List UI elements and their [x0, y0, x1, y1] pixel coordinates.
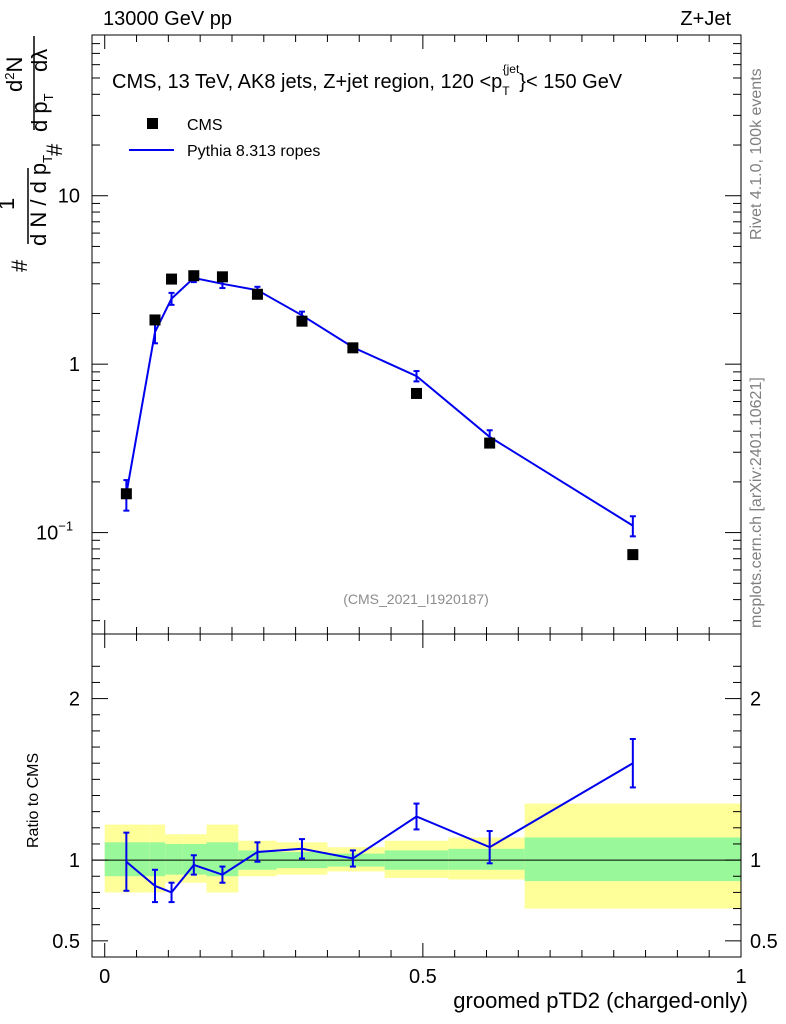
main-y-tick-label-1: 1 [69, 354, 80, 376]
cms-point [166, 273, 178, 285]
ylabel-d2N: d2N [2, 57, 27, 92]
ratio-plot [123, 737, 636, 904]
cms-point [120, 488, 132, 500]
legend-label-cms: CMS [187, 117, 223, 134]
ylabel-dp-sub: T [41, 93, 56, 101]
ylabel-dlam: dλ [27, 49, 52, 72]
mcplots-label: mcplots.cern.ch [arXiv:2401.10621] [748, 377, 765, 628]
analysis-watermark: (CMS_2021_I1920187) [343, 591, 489, 607]
ylabel-dp: d pT [27, 93, 56, 132]
header-left: 13000 GeV pp [103, 8, 232, 30]
plot-title-sup: {jet [503, 62, 520, 76]
cms-point [347, 342, 359, 354]
ylabel-one: 1 [0, 198, 19, 210]
ratio-band-green-1 [149, 842, 166, 877]
x-axis-label: groomed pTD2 (charged-only) [453, 988, 748, 1013]
cms-point [188, 270, 200, 282]
ratio-y-tick-label-left-2: 2 [69, 689, 80, 711]
ratio-ylabel: Ratio to CMS [25, 753, 42, 848]
plot-title: CMS, 13 TeV, AK8 jets, Z+jet region, 120… [112, 62, 623, 98]
ylabel-d2N-N: N [2, 57, 27, 73]
cms-point [484, 437, 496, 449]
pythia-line [125, 276, 634, 527]
ylabel-d2N-d: d [2, 80, 27, 92]
cms-point [216, 271, 228, 283]
ratio-bands [104, 803, 741, 909]
legend-marker-cms [147, 118, 158, 129]
ratio-y-tick-label-right-0: 0.5 [750, 931, 778, 953]
main-plot [120, 270, 639, 561]
ratio-y-tick-label-right-2: 2 [750, 689, 761, 711]
main-y-tick-label-0: 10−1 [36, 519, 73, 545]
cms-point [296, 315, 308, 327]
ratio-y-tick-label-right-1: 1 [750, 850, 761, 872]
ylabel-dN-main: d N / d p [26, 163, 51, 246]
cms-point [149, 314, 161, 326]
rivet-label: Rivet 4.1.0, 100k events [748, 68, 765, 240]
ylabel-hash2: # [42, 143, 67, 156]
x-tick-label-2: 1 [735, 966, 746, 988]
cms-point [411, 387, 422, 399]
ylabel-dN-sub: T [40, 155, 55, 163]
main-ylabel: # 1 d N / d pT # d2N d pT dλ [0, 36, 67, 272]
plot-title-tail: < 150 GeV [526, 71, 623, 93]
ylabel-dN: d N / d pT [26, 155, 55, 246]
ratio-y-tick-label-left-1: 1 [69, 850, 80, 872]
legend-label-pythia: Pythia 8.313 ropes [187, 143, 320, 160]
plot-title-sup2: } [519, 71, 526, 93]
x-tick-label-1: 0.5 [409, 966, 437, 988]
cms-point [627, 549, 639, 561]
ylabel-dp-main: d p [27, 101, 52, 132]
ratio-y-tick-label-left-0: 0.5 [52, 931, 80, 953]
ylabel-hash1: # [7, 259, 32, 272]
ratio-band-green-10 [524, 837, 741, 882]
cms-point [251, 288, 263, 300]
plot-title-main: CMS, 13 TeV, AK8 jets, Z+jet region, 120… [112, 71, 502, 93]
header-right: Z+Jet [680, 8, 731, 30]
ratio-band-green-2 [165, 843, 183, 875]
ratio-band-green-9 [448, 848, 525, 870]
main-y-tick-label-2: 10 [58, 186, 80, 208]
plot-title-sub: T [502, 84, 510, 98]
ylabel-d2N-sup: 2 [2, 73, 17, 80]
x-tick-label-0: 0 [99, 966, 110, 988]
